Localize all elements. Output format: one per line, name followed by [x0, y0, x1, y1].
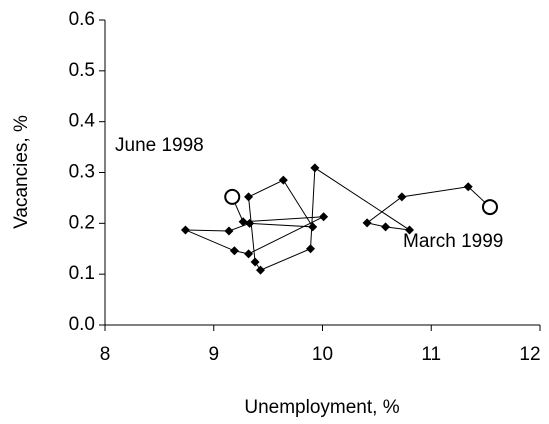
x-tick-label: 11 — [421, 344, 441, 365]
series-line — [185, 167, 491, 271]
point-marker — [180, 225, 190, 235]
point-marker — [319, 212, 329, 222]
point-marker — [238, 217, 248, 227]
annotation: June 1998 — [115, 135, 204, 156]
point-marker — [244, 192, 254, 202]
annotation: March 1999 — [403, 231, 503, 252]
x-axis-label: Unemployment, % — [244, 397, 399, 418]
point-marker — [244, 249, 254, 259]
x-tick-label: 8 — [100, 344, 111, 365]
point-marker — [250, 257, 260, 267]
x-tick-label: 9 — [208, 344, 219, 365]
point-marker — [306, 244, 316, 254]
y-tick-label: 0.6 — [69, 9, 95, 30]
point-marker — [308, 222, 318, 232]
x-tick-label: 10 — [312, 344, 333, 365]
y-tick-label: 0.1 — [69, 263, 95, 284]
point-marker — [278, 175, 288, 185]
y-tick-label: 0.2 — [69, 212, 95, 233]
y-tick-label: 0.4 — [69, 111, 96, 132]
x-tick-label: 12 — [519, 344, 540, 365]
point-marker — [381, 222, 391, 232]
endpoint-marker — [224, 188, 241, 205]
point-marker — [245, 218, 255, 228]
point-marker — [405, 225, 414, 235]
point-marker — [310, 163, 320, 173]
point-marker — [256, 265, 266, 275]
point-marker — [397, 192, 407, 202]
y-tick-label: 0.3 — [69, 162, 95, 183]
point-marker — [229, 246, 239, 256]
y-tick-label: 0.0 — [69, 314, 95, 335]
y-tick-label: 0.5 — [69, 60, 95, 81]
endpoint-marker — [481, 199, 498, 216]
y-axis-label: Vacancies, % — [11, 115, 32, 229]
point-marker — [224, 226, 234, 236]
point-marker — [463, 182, 473, 192]
point-marker — [362, 218, 372, 228]
